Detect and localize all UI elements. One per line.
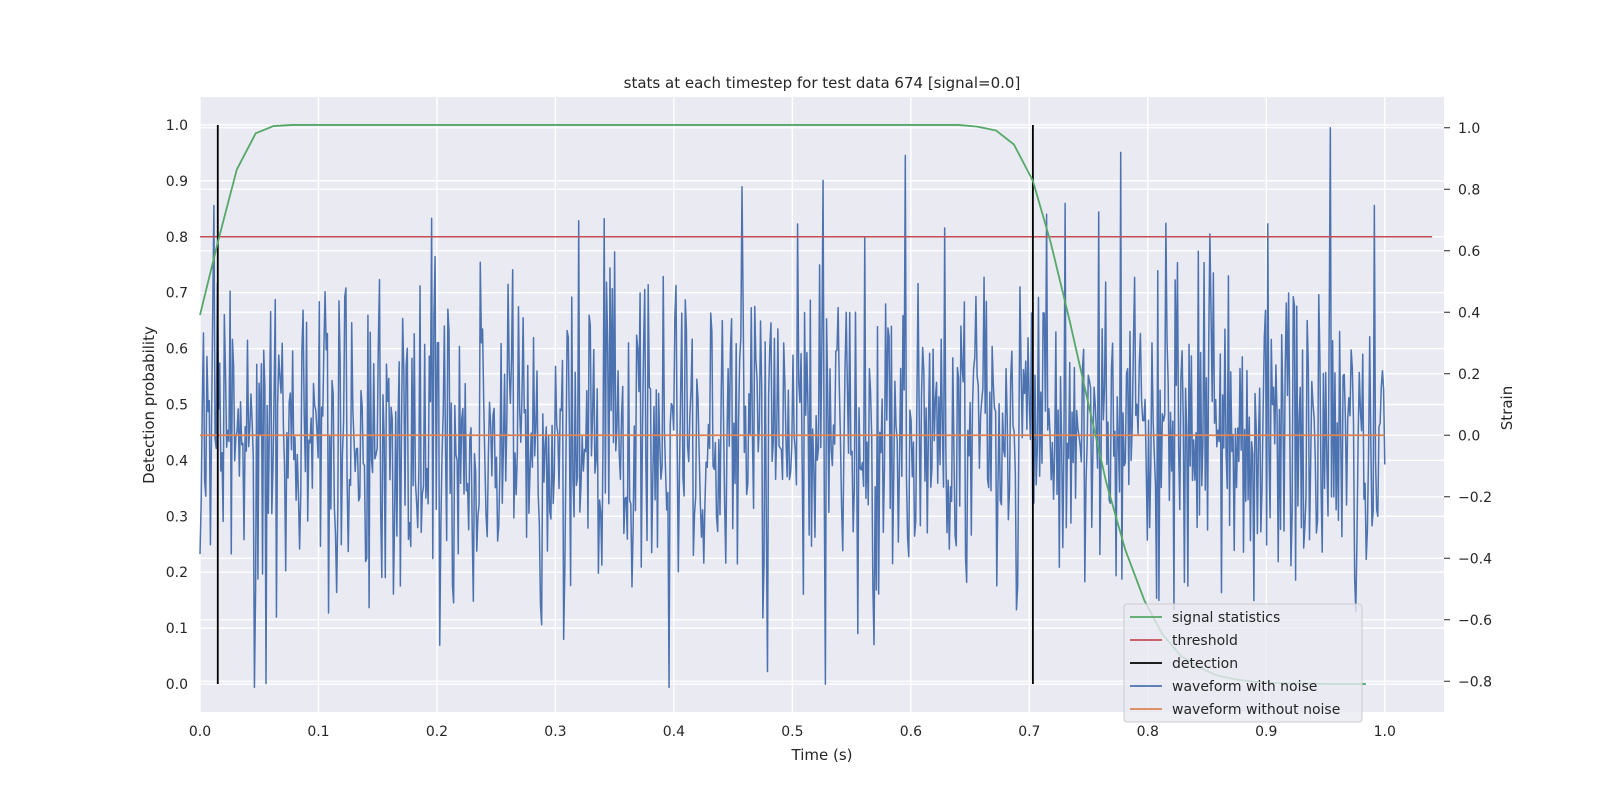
legend-label-threshold: threshold	[1172, 633, 1238, 649]
x-tick-label: 0.8	[1137, 724, 1159, 740]
waveform-with-noise-line	[199, 127, 1386, 689]
legend: signal statistics threshold detection wa…	[1123, 603, 1363, 723]
legend-box	[1123, 603, 1363, 723]
y2-tick-label: −0.8	[1458, 674, 1492, 690]
x-tick-label: 0.1	[307, 724, 329, 740]
y-tick-label: 0.2	[166, 565, 188, 581]
y-tick-label: 1.0	[166, 118, 188, 134]
y2-tick-label: −0.6	[1458, 613, 1492, 629]
legend-label-waveform-with-noise: waveform with noise	[1172, 679, 1317, 695]
y2-axis-label: Strain	[1498, 386, 1516, 430]
x-tick-label: 0.9	[1255, 724, 1277, 740]
legend-label-detection: detection	[1172, 656, 1238, 672]
y-tick-label: 0.9	[166, 174, 188, 190]
y-tick-label: 0.7	[166, 286, 188, 302]
legend-label-waveform-without-noise: waveform without noise	[1172, 702, 1340, 718]
x-tick-label: 0.0	[189, 724, 211, 740]
y-tick-label: 0.4	[166, 453, 188, 469]
x-tick-label: 0.5	[781, 724, 803, 740]
y2-tick-label: −0.4	[1458, 551, 1492, 567]
y2-tick-label: 0.0	[1458, 428, 1480, 444]
y2-tick-label: 1.0	[1458, 121, 1480, 137]
y2-tick-label: 0.2	[1458, 367, 1480, 383]
chart-title: stats at each timestep for test data 674…	[624, 74, 1021, 92]
axes-layer: 0.0 0.1 0.2 0.3 0.4 0.5 0.6 0.7 0.8 0.9 1.0 0.0 0.1 0…	[166, 118, 1492, 740]
y-tick-label: 0.3	[166, 509, 188, 525]
y-tick-label: 0.8	[166, 230, 188, 246]
x-tick-label: 0.3	[544, 724, 566, 740]
y2-tick-label: −0.2	[1458, 490, 1492, 506]
x-tick-label: 0.2	[426, 724, 448, 740]
y2-tick-label: 0.4	[1458, 305, 1480, 321]
y-tick-label: 0.6	[166, 342, 188, 358]
y-tick-label: 0.1	[166, 621, 188, 637]
y-axis-label: Detection probability	[140, 326, 158, 484]
x-tick-label: 0.7	[1018, 724, 1040, 740]
y2-tick-label: 0.8	[1458, 182, 1480, 198]
y-tick-label: 0.5	[166, 398, 188, 414]
legend-label-signal-statistics: signal statistics	[1172, 610, 1280, 626]
x-tick-label: 1.0	[1374, 724, 1396, 740]
y2-tick-label: 0.6	[1458, 244, 1480, 260]
x-tick-label: 0.6	[900, 724, 922, 740]
x-tick-label: 0.4	[663, 724, 685, 740]
y-tick-label: 0.0	[166, 677, 188, 693]
x-axis-label: Time (s)	[791, 746, 853, 764]
